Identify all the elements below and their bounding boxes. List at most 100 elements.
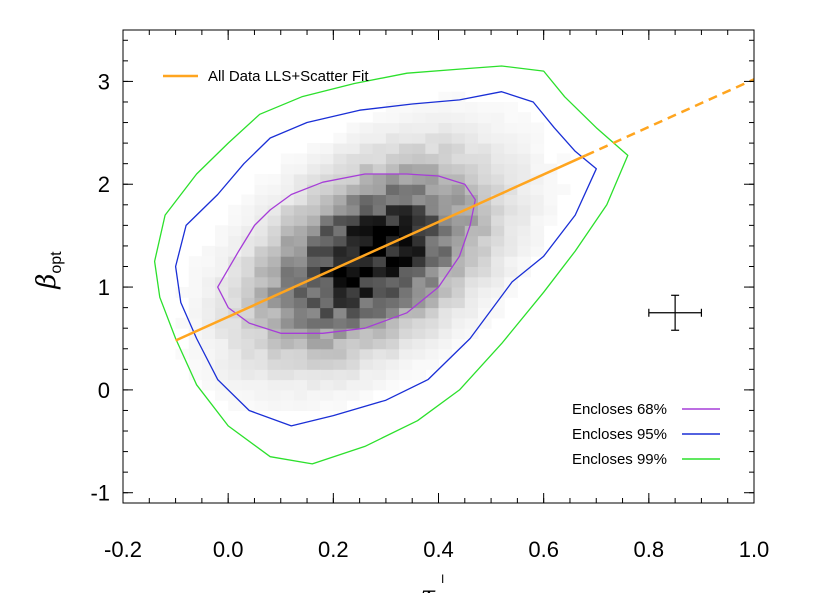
density-cell [385,173,400,185]
density-cell [504,163,518,175]
density-cell [385,348,400,360]
density-cell [464,112,479,124]
density-cell [293,266,308,278]
density-cell [385,297,400,309]
density-cell [307,348,321,360]
density-cell [359,163,374,175]
density-cell [412,317,426,329]
density-cell [451,173,466,185]
density-cell [425,153,439,165]
density-cell [293,348,308,360]
density-cell [464,101,479,113]
density-cell [543,184,558,196]
density-cell [359,348,374,360]
density-cell [491,143,505,154]
density-cell [280,153,295,165]
density-cell [425,297,439,309]
density-cell [556,184,571,196]
density-cell [530,225,545,237]
density-cell [280,369,295,381]
density-cell [451,204,466,216]
density-cell [293,307,308,319]
density-cell [188,307,203,319]
density-cell [491,266,505,278]
density-cell [372,112,387,124]
density-cell [385,338,400,350]
density-cell [385,266,400,278]
density-cell [333,307,347,319]
density-cell [346,348,361,360]
density-cell [320,348,334,360]
density-cell [399,184,413,196]
density-cell [504,266,518,278]
x-tick-label: 0.6 [528,537,559,562]
density-cell [333,245,347,257]
density-cell [320,163,334,175]
density-cell [293,389,308,401]
density-cell [412,348,426,360]
density-cell [543,194,558,206]
density-cell [293,276,308,288]
density-cell [477,235,492,247]
density-cell [504,173,518,185]
density-cell [267,338,282,350]
density-cell [307,173,321,185]
density-cell [530,153,545,165]
density-cell [385,153,400,165]
density-cell [333,184,347,196]
density-cell [451,194,466,206]
density-cell [543,163,558,175]
density-cell [267,194,282,206]
density-cell [215,256,229,267]
density-cell [425,235,439,247]
density-cell [188,317,203,329]
density-cell [346,163,361,175]
density-cell [530,204,545,216]
density-cell [254,215,269,226]
density-cell [333,194,347,206]
density-cell [307,266,321,278]
density-cell [228,297,242,309]
density-cell [307,297,321,309]
density-cell [254,338,269,350]
fit-legend: All Data LLS+Scatter Fit [163,68,369,85]
density-cell [267,328,282,339]
density-cell [530,194,545,206]
density-cell [320,143,334,154]
contour-legend-label: Encloses 99% [572,451,667,468]
y-axis-label: βopt [32,251,65,290]
density-cell [451,163,466,175]
density-cell [346,379,361,391]
density-cell [241,400,255,411]
density-cell [425,194,439,206]
density-cell [267,204,282,216]
density-cell [280,276,295,288]
density-cell [372,369,387,381]
density-cell [412,287,426,298]
density-cell [320,287,334,298]
density-cell [385,204,400,216]
density-cell [504,194,518,206]
density-cell [504,287,518,298]
density-cell [477,122,492,134]
density-cell [438,256,453,267]
density-cell [425,101,439,113]
density-cell [399,317,413,329]
density-cell [280,400,295,411]
density-cell [241,338,255,350]
density-cell [491,245,505,257]
density-cell [333,369,347,381]
density-cell [385,215,400,226]
density-cell [399,101,413,113]
density-cell [399,256,413,267]
density-cell [280,389,295,401]
density-cell [346,297,361,309]
density-cell [254,389,269,401]
density-cell [385,369,400,381]
density-cell [254,266,269,278]
density-cell [425,225,439,237]
density-cell [333,379,347,391]
density-cell [517,122,532,134]
density-cell [346,245,361,257]
density-cell [254,307,269,319]
